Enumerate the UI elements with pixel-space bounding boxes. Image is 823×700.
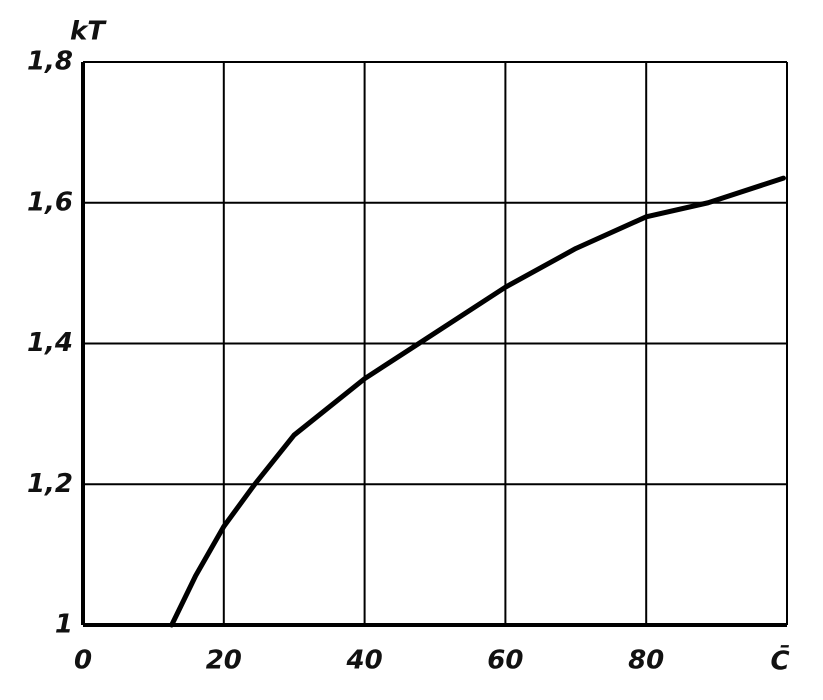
x-tick-label: 20	[206, 646, 242, 676]
x-tick-label: 80	[628, 646, 664, 676]
y-tick-label: 1,6	[27, 187, 73, 217]
y-tick-label: 1,8	[27, 47, 73, 77]
x-axis-label: C̄	[770, 644, 789, 677]
y-axis-label: kT	[70, 17, 107, 47]
curve	[169, 175, 786, 628]
x-tick-label: 40	[346, 646, 383, 676]
y-tick-label: 1,4	[27, 328, 73, 358]
y-tick-label: 1	[55, 610, 73, 640]
x-tick-label: 60	[487, 646, 523, 676]
x-tick-label: 0	[74, 646, 92, 676]
y-tick-label: 1,2	[27, 469, 73, 499]
